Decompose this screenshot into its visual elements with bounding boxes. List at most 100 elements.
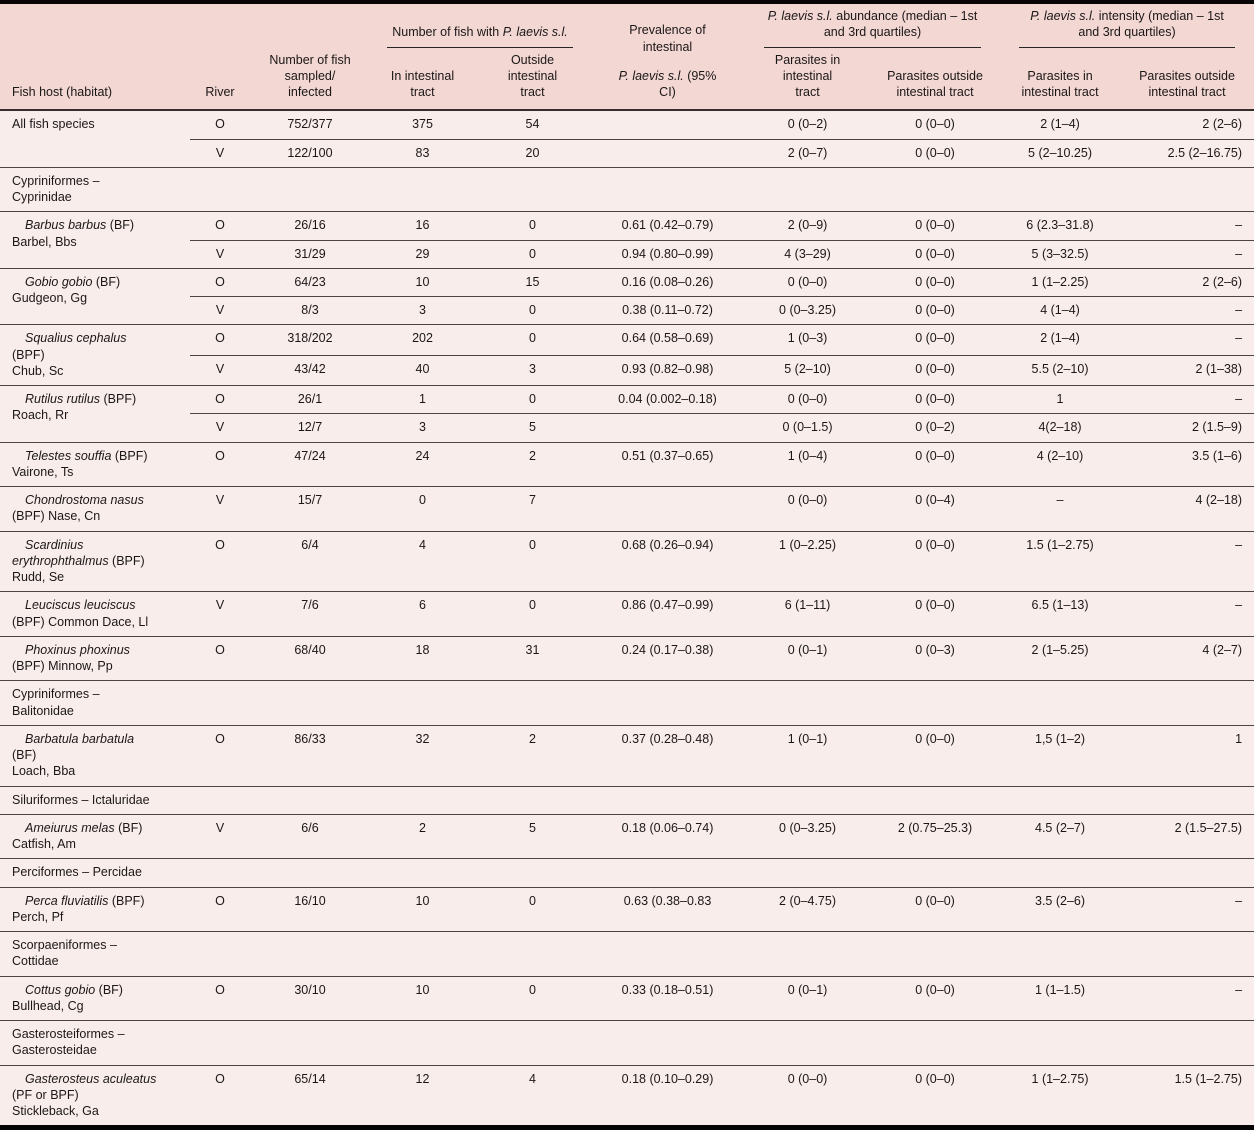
fish-host-line: (BPF) Nase, Cn: [12, 508, 186, 524]
out-tract-label: Outside intestinal tract: [507, 52, 558, 100]
fish-host-text: (PF or BPF): [12, 1087, 79, 1102]
intensity-out-label: Parasites outside intestinal tract: [1139, 68, 1235, 99]
prevalence-ci-text: (95% CI): [659, 68, 717, 99]
fish-host-line: Chub, Sc: [12, 363, 186, 379]
in-tract-count-cell: 3: [370, 295, 475, 325]
section-label-line: Siluriformes – Ictaluridae: [12, 792, 150, 807]
fish-host-text: Gudgeon, Gg: [12, 291, 88, 305]
out-tract-count-cell: 0: [475, 324, 591, 356]
intensity-out-cell: 1: [1120, 724, 1254, 786]
abundance-in-cell: 0 (0–0): [745, 486, 871, 531]
fish-host-cell: Telestes souffia (BPF) Vairone, Ts: [0, 441, 190, 487]
fish-host-cell: Barbatula barbatula (BF) Loach, Bba: [0, 724, 190, 786]
abundance-in-cell: 0 (0–0): [745, 384, 871, 414]
intensity-in-cell: 6.5 (1–13): [1000, 591, 1121, 637]
fish-host-label: Fish host (habitat): [12, 85, 113, 99]
abundance-in-cell: 1 (0–4): [745, 441, 871, 487]
river-cell: V: [190, 295, 250, 325]
intensity-out-cell: –: [1120, 886, 1254, 932]
section-label-line: Perciformes – Percidae: [12, 865, 142, 880]
intensity-in-cell: 3.5 (2–6): [1000, 886, 1121, 932]
fish-host-text: (BPF) Nase, Cn: [12, 509, 101, 524]
abundance-in-cell: 0 (0–0): [745, 267, 871, 297]
species-latin-name: P. laevis s.l.: [618, 68, 684, 83]
species-row: Gasterosteus aculeatus (PF or BPF) Stickle…: [0, 1064, 1254, 1126]
abundance-out-cell: 0 (0–0): [870, 354, 1001, 386]
col-header-river: River: [190, 4, 250, 111]
abundance-out-cell: 0 (0–0): [870, 211, 1001, 240]
intensity-in-cell: 6 (2.3–31.8): [1000, 211, 1121, 240]
river-cell: O: [190, 1064, 250, 1126]
river-subrow: V 43/42 40 3 0.93 (0.82–0.98) 5 (2–10) 0 (0–0)…: [0, 354, 1254, 386]
sampled-infected-cell: 6/6: [250, 813, 370, 859]
group-header-intensity: P. laevis s.l. intensity (median – 1st a…: [1000, 4, 1254, 48]
fish-host-text: (BF): [92, 274, 121, 289]
group-label-underlined: P. laevis s.l. abundance (median – 1st a…: [763, 8, 982, 48]
fish-host-text: Bullhead, Cg: [12, 998, 84, 1013]
fish-host-cell: Gobio gobio (BF) Gudgeon, Gg: [0, 267, 190, 325]
intensity-in-cell: 2 (1–4): [1000, 109, 1121, 139]
intensity-out-cell: 4 (2–18): [1120, 486, 1254, 531]
abundance-in-cell: 0 (0–2): [745, 109, 871, 139]
section-label: Cypriniformes – Cyprinidae: [0, 166, 1254, 212]
species-latin-name: Squalius cephalus: [25, 331, 127, 346]
fish-host-line: Barbatula barbatula: [12, 731, 186, 747]
fish-host-text: Catfish, Am: [12, 837, 76, 851]
intensity-in-cell: 1.5 (1–2.75): [1000, 530, 1121, 592]
out-tract-count-cell: 0: [475, 975, 591, 1021]
prevalence-cell: [590, 486, 746, 531]
species-latin-name: Leuciscus leuciscus: [25, 598, 136, 613]
col-header-out-tract: Outside intestinal tract: [475, 47, 591, 111]
species-latin-name: Telestes souffia: [25, 448, 112, 463]
fish-host-text: (BPF): [111, 448, 148, 463]
in-tract-count-cell: 2: [370, 813, 475, 859]
in-tract-count-cell: 3: [370, 413, 475, 442]
prevalence-cell: 0.68 (0.26–0.94): [590, 530, 746, 592]
prevalence-cell: 0.37 (0.28–0.48): [590, 724, 746, 786]
intensity-out-cell: –: [1120, 211, 1254, 240]
in-tract-count-cell: 32: [370, 724, 475, 786]
species-row: Gobio gobio (BF) Gudgeon, Gg O 64/23 10 15 0.1…: [0, 267, 1254, 325]
river-cell: V: [190, 591, 250, 637]
sampled-infected-cell: 43/42: [250, 354, 370, 386]
group-header-fish-with-parasite: Number of fish with P. laevis s.l.: [370, 4, 591, 48]
species-latin-name: Gasterosteus aculeatus: [25, 1071, 157, 1086]
abundance-in-cell: 2 (0–7): [745, 138, 871, 168]
species-latin-name: Ameiurus melas: [25, 820, 115, 835]
fish-host-cell: Perca fluviatilis (BPF) Perch, Pf: [0, 886, 190, 932]
prevalence-cell: 0.51 (0.37–0.65): [590, 441, 746, 487]
species-latin-name: Phoxinus phoxinus: [25, 642, 130, 657]
fish-host-line: Leuciscus leuciscus: [12, 597, 186, 613]
sampled-infected-cell: 86/33: [250, 724, 370, 786]
species-row: Perca fluviatilis (BPF) Perch, Pf O 16/10 10…: [0, 886, 1254, 932]
fish-host-cell: Cottus gobio (BF) Bullhead, Cg: [0, 975, 190, 1021]
fish-host-line: Loach, Bba: [12, 763, 186, 779]
abundance-out-cell: 2 (0.75–25.3): [870, 813, 1001, 859]
section-label: Perciformes – Percidae: [0, 858, 1254, 887]
river-cell: V: [190, 138, 250, 168]
fish-host-cell: Rutilus rutilus (BPF) Roach, Rr: [0, 385, 190, 442]
fish-host-cell: Barbus barbus (BF) Barbel, Bbs: [0, 211, 190, 269]
abundance-out-cell: 0 (0–0): [870, 1064, 1001, 1126]
sampled-infected-cell: 6/4: [250, 530, 370, 592]
abundance-in-cell: 0 (0–3.25): [745, 813, 871, 859]
section-label-line: Cottidae: [12, 954, 59, 969]
abundance-in-cell: 0 (0–1.5): [745, 413, 871, 442]
prevalence-cell: 0.33 (0.18–0.51): [590, 975, 746, 1021]
section-label-line: Scorpaeniformes –: [12, 938, 117, 952]
prevalence-cell: 0.16 (0.08–0.26): [590, 267, 746, 297]
sampled-infected-cell: 30/10: [250, 975, 370, 1021]
out-tract-count-cell: 0: [475, 591, 591, 637]
sampled-label: Number of fish sampled/infected: [269, 52, 351, 100]
fish-host-line: Roach, Rr: [12, 407, 186, 423]
fish-host-cell: Scardinius erythrophthalmus (BPF) Rudd, Se: [0, 530, 190, 592]
fish-host-line: Bullhead, Cg: [12, 998, 186, 1014]
fish-host-line: Ameiurus melas (BF): [12, 820, 186, 836]
fish-host-line: Rutilus rutilus (BPF): [12, 391, 186, 407]
fish-host-line: Scardinius: [12, 537, 186, 553]
out-tract-count-cell: 2: [475, 724, 591, 786]
species-latin-name: Chondrostoma nasus: [25, 493, 144, 507]
river-cell: V: [190, 813, 250, 859]
out-tract-count-cell: 0: [475, 211, 591, 240]
sampled-infected-cell: 26/16: [250, 211, 370, 240]
